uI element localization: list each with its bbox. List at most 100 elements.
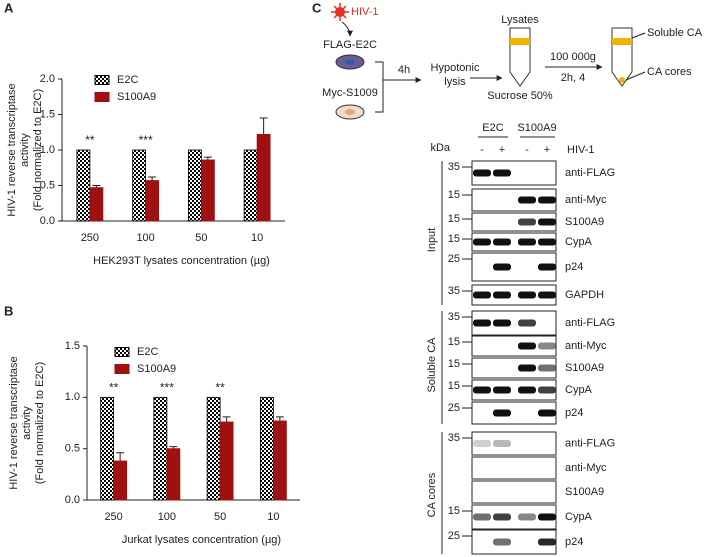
cell-label: FLAG-E2C — [323, 39, 377, 51]
bar — [272, 420, 287, 501]
x-tick-label: 10 — [251, 232, 263, 244]
unit-label: kDa — [430, 142, 450, 154]
bar — [206, 396, 221, 501]
legend-swatch — [94, 75, 110, 85]
band — [493, 440, 511, 447]
y-axis-label: (Fold normalized to E2C) — [34, 362, 46, 484]
y-tick-label: 0.5 — [40, 179, 55, 191]
spin-label: 100 000g — [550, 51, 596, 63]
blot-label: S100A9 — [565, 486, 604, 498]
x-tick-label: 50 — [214, 511, 226, 523]
band — [493, 319, 511, 327]
legend-swatch — [114, 347, 130, 357]
mw-marker: 15 — [448, 189, 460, 201]
step-label: Hypotonic — [431, 62, 480, 74]
error-bar — [275, 416, 284, 421]
significance: ** — [85, 133, 95, 147]
mw-marker: 35 — [448, 432, 460, 444]
blot-label: anti-FLAG — [565, 167, 615, 179]
band — [473, 319, 491, 327]
bar — [76, 149, 91, 222]
panel-label: A — [4, 0, 14, 15]
error-bar — [116, 452, 125, 461]
error-bar — [222, 416, 231, 422]
mw-marker: 35 — [448, 311, 460, 323]
band — [493, 409, 511, 417]
bar — [200, 159, 215, 222]
mw-marker: 15 — [448, 505, 460, 517]
band — [493, 169, 511, 177]
mw-marker: 15 — [448, 233, 460, 245]
y-tick-label: 1.0 — [40, 144, 55, 156]
x-axis-label: Jurkat lysates concentration (µg) — [122, 534, 281, 546]
y-tick-label: 2.0 — [40, 73, 55, 85]
cushion-label: Sucrose 50% — [487, 90, 553, 102]
bar — [132, 149, 147, 222]
x-tick-label: 250 — [104, 511, 122, 523]
error-bar — [169, 446, 178, 449]
band — [538, 364, 556, 372]
x-tick-label: 250 — [81, 232, 99, 244]
y-tick-label: 0.5 — [65, 443, 80, 455]
x-tick-label: 100 — [136, 232, 154, 244]
significance: *** — [160, 381, 174, 395]
bar — [153, 396, 168, 501]
blot-label: CypA — [565, 384, 593, 396]
band — [473, 238, 491, 246]
treatment: + — [544, 144, 550, 156]
y-axis-label: HIV-1 reverse transcriptase — [8, 356, 20, 489]
treatment: - — [525, 144, 529, 156]
panel-label: B — [4, 303, 13, 318]
blot-strip — [471, 431, 557, 456]
band — [538, 238, 556, 246]
band — [518, 196, 536, 204]
band — [518, 364, 536, 372]
bar — [243, 149, 258, 222]
blot-label: S100A9 — [565, 216, 604, 228]
band — [518, 218, 536, 226]
blot-label: anti-Myc — [565, 340, 607, 352]
bar — [100, 396, 115, 501]
blot-label: anti-FLAG — [565, 317, 615, 329]
legend-label: E2C — [137, 346, 158, 358]
band — [493, 263, 511, 271]
significance: ** — [215, 381, 225, 395]
band — [538, 386, 556, 394]
treatment: - — [480, 144, 484, 156]
blot-label: anti-Myc — [565, 462, 607, 474]
section-label: Soluble CA — [426, 337, 438, 393]
band — [473, 169, 491, 177]
blot-label: p24 — [565, 407, 583, 419]
band — [473, 386, 491, 394]
blot-label: p24 — [565, 536, 583, 548]
bar — [113, 460, 128, 501]
band — [518, 342, 536, 350]
band — [538, 513, 556, 521]
significance: ** — [109, 381, 119, 395]
virus-label: HIV-1 — [351, 6, 379, 18]
band — [518, 513, 536, 521]
bar — [187, 149, 202, 222]
band — [538, 263, 556, 271]
blot-label: GAPDH — [565, 289, 604, 301]
step-label: lysis — [444, 76, 466, 88]
treatment-label: HIV-1 — [567, 144, 595, 156]
band — [518, 291, 536, 299]
band — [493, 291, 511, 299]
band — [493, 238, 511, 246]
y-axis-label: HIV-1 reverse transcriptase — [6, 83, 18, 216]
band — [538, 196, 556, 204]
band — [473, 440, 491, 447]
spin-time: 2h, 4 — [561, 72, 585, 84]
legend-swatch — [114, 364, 130, 374]
mw-marker: 25 — [448, 530, 460, 542]
bar — [219, 421, 234, 501]
error-bar — [92, 185, 101, 188]
blot-label: anti-Myc — [565, 194, 607, 206]
band — [473, 513, 491, 521]
error-bar — [259, 117, 268, 135]
blot-label: anti-FLAG — [565, 437, 615, 449]
y-tick-label: 0.0 — [40, 215, 55, 227]
blot-label: p24 — [565, 261, 583, 273]
band — [518, 386, 536, 394]
